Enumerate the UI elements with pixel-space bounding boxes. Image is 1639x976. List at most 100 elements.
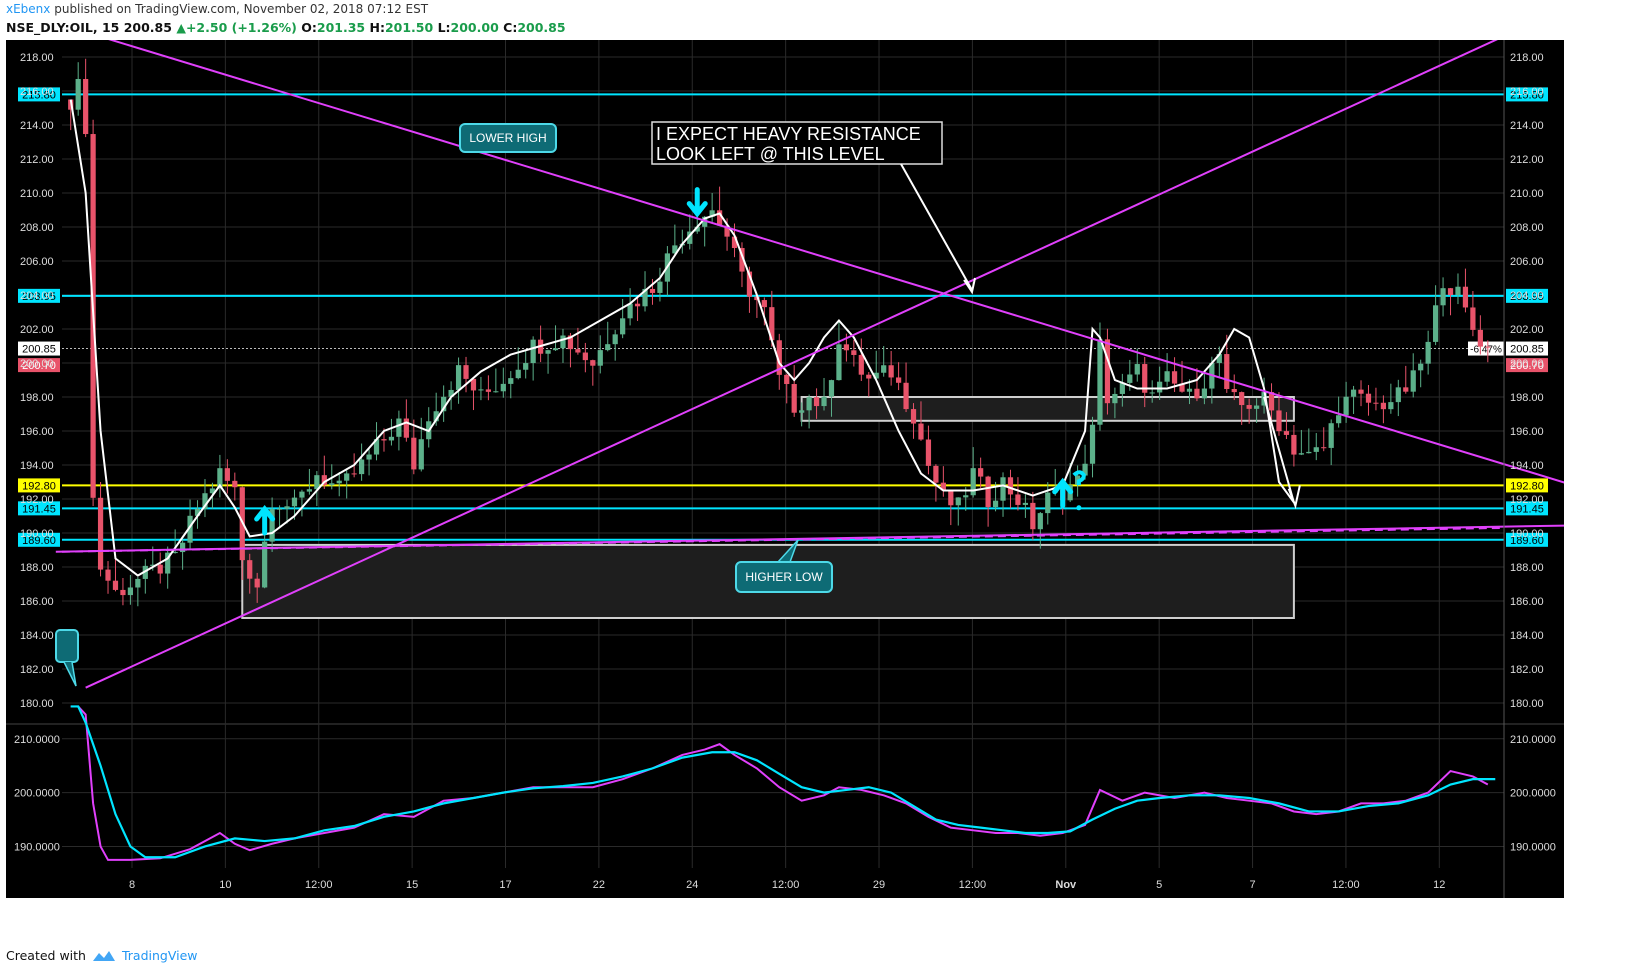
candle-body — [1112, 393, 1118, 404]
x-tick-label: 24 — [686, 879, 698, 891]
candle-body — [1447, 288, 1454, 296]
candle-body — [1418, 363, 1424, 371]
candle-body — [1022, 502, 1029, 505]
candle-body — [247, 560, 253, 579]
candle-body — [866, 374, 872, 379]
candle-body — [1373, 402, 1379, 404]
level-label: 203.95 — [22, 291, 56, 303]
trendline — [55, 524, 1564, 553]
chart-canvas[interactable]: 215.80 215.80 203.95 203.95 192.80 192.80 191.… — [6, 40, 1564, 898]
candle-body — [179, 542, 186, 553]
candle-body — [448, 389, 454, 397]
y-tick-label: 184.00 — [1510, 630, 1544, 642]
candle-body — [754, 296, 760, 301]
higher-low-callout-text: HIGHER LOW — [745, 570, 823, 584]
candle-body — [1350, 389, 1357, 397]
candle-body — [1343, 396, 1349, 416]
candle-body — [291, 497, 298, 507]
up-arrow-icon-path — [1052, 477, 1074, 509]
x-tick-label: 17 — [499, 879, 511, 891]
oscillator-line-cyan — [70, 705, 1496, 859]
up-arrow-icon — [254, 504, 276, 536]
y-tick-label: 200.0000 — [1510, 788, 1556, 800]
candle-body — [1037, 513, 1043, 530]
candle-body — [881, 365, 887, 373]
symbol-name[interactable]: NSE_DLY:OIL, 15 — [6, 20, 120, 35]
y-tick-label: 186.00 — [1510, 596, 1544, 608]
candle-body — [1164, 371, 1170, 382]
annotation-boxes — [241, 396, 1295, 619]
y-tick-label: 212.00 — [1510, 154, 1544, 166]
question-mark-icon — [1072, 470, 1086, 486]
candle-body — [918, 423, 924, 440]
candle-body — [1224, 354, 1230, 389]
candle-body — [150, 564, 156, 566]
candle-body — [1201, 388, 1208, 399]
author-link[interactable]: xEbenx — [6, 2, 51, 16]
y-tick-label: 192.00 — [20, 494, 54, 506]
candle-body — [955, 497, 961, 506]
x-tick-label: 8 — [129, 879, 135, 891]
candle-body — [187, 515, 193, 543]
candle-body — [269, 509, 275, 542]
level-label: 192.80 — [1510, 480, 1544, 492]
candle-body — [1485, 346, 1491, 348]
down-arrow-icon — [686, 187, 708, 218]
level-tag-right — [1506, 87, 1548, 102]
candle-body — [1015, 494, 1021, 505]
candle-body — [1186, 388, 1193, 392]
x-tick-label: 29 — [873, 879, 885, 891]
candle-body — [895, 377, 902, 383]
up-arrow-icon — [1052, 477, 1074, 509]
candle-body — [731, 236, 738, 249]
level-label: 192.80 — [22, 480, 56, 492]
candle-body — [1410, 370, 1416, 392]
candle-body — [321, 475, 327, 486]
candle-body — [1328, 423, 1334, 448]
y-tick-label: 216.00 — [1510, 86, 1544, 98]
left-callout-pointer — [63, 661, 77, 687]
y-tick-label: 206.00 — [20, 256, 54, 268]
candle-body — [709, 210, 715, 217]
level-tag-right — [1506, 478, 1548, 493]
secondary-price-tag-left — [18, 358, 60, 373]
y-tick-label: 216.00 — [20, 86, 54, 98]
close-label: C: — [503, 20, 518, 35]
candle-body — [493, 391, 499, 393]
candle-body — [761, 300, 767, 308]
candle-body — [254, 578, 260, 588]
candle-body — [1440, 288, 1446, 306]
x-tick-label: 22 — [593, 879, 605, 891]
candle-body — [1194, 388, 1200, 399]
candle-body — [358, 459, 365, 475]
candle-body — [314, 475, 320, 490]
candle-body — [933, 465, 939, 483]
candle-body — [1321, 447, 1327, 449]
y-tick-label: 190.0000 — [14, 841, 60, 853]
candle-body — [873, 372, 879, 379]
percent-change-label: -6.47% — [1470, 345, 1502, 356]
y-tick-label: 190.00 — [20, 528, 54, 540]
candle-body — [1268, 392, 1275, 411]
candle-body — [202, 493, 208, 509]
candle-body — [75, 78, 81, 110]
y-tick-label: 204.00 — [20, 290, 54, 302]
footer: Created with TradingView — [6, 948, 198, 963]
y-tick-label: 200.00 — [20, 358, 54, 370]
candle-body — [276, 508, 283, 510]
candle-body — [843, 344, 850, 351]
publish-info: xEbenx published on TradingView.com, Nov… — [6, 2, 428, 16]
candle-body — [418, 439, 424, 470]
down-arrow-icon-path — [686, 187, 708, 218]
candle-body — [306, 489, 313, 492]
candle-body — [1253, 405, 1260, 409]
tradingview-link[interactable]: TradingView — [121, 948, 198, 963]
candle-body — [530, 339, 536, 364]
last-price-tag-right — [1506, 341, 1548, 356]
candle-body — [217, 468, 223, 489]
y-tick-label: 200.00 — [1510, 358, 1544, 370]
resistance-note-line2: LOOK LEFT @ THIS LEVEL — [656, 144, 885, 164]
y-tick-label: 208.00 — [1510, 222, 1544, 234]
projection-arrow — [1263, 396, 1301, 510]
y-tick-label: 188.00 — [1510, 562, 1544, 574]
